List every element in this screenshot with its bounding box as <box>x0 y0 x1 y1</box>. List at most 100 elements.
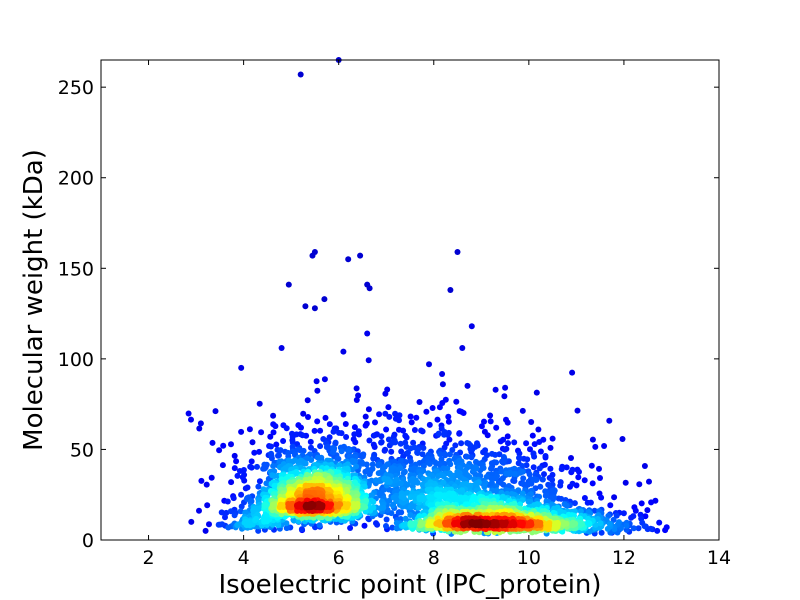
data-point <box>316 522 323 529</box>
data-point <box>196 507 202 514</box>
data-point <box>563 464 570 471</box>
data-point <box>278 345 285 351</box>
data-point <box>450 495 457 502</box>
data-point <box>308 501 315 508</box>
data-point <box>382 390 389 397</box>
data-point <box>438 456 445 463</box>
data-point <box>452 442 459 449</box>
data-point <box>511 465 518 472</box>
data-point <box>470 521 477 528</box>
data-point <box>198 477 205 484</box>
data-point <box>383 426 390 433</box>
data-point <box>314 454 321 461</box>
data-point <box>436 522 443 528</box>
data-point <box>644 507 651 514</box>
data-point <box>262 463 269 470</box>
data-point <box>489 450 495 457</box>
data-point <box>238 364 245 371</box>
data-point <box>321 376 328 383</box>
x-axis-label: Isoelectric point (IPC_protein) <box>218 570 601 600</box>
data-point <box>472 464 478 471</box>
data-point <box>366 437 373 444</box>
data-point <box>468 323 475 330</box>
data-point <box>440 473 447 480</box>
data-point <box>364 466 371 473</box>
data-point <box>196 425 203 432</box>
data-point <box>390 494 397 501</box>
data-point <box>400 499 407 506</box>
data-point <box>588 462 595 469</box>
data-point <box>648 499 655 506</box>
data-point <box>248 458 255 465</box>
data-point <box>238 428 245 435</box>
data-point <box>636 481 643 488</box>
data-point <box>407 445 414 452</box>
data-point <box>444 465 451 472</box>
data-point <box>484 432 491 439</box>
data-point <box>465 440 472 447</box>
data-point <box>320 436 327 442</box>
data-point <box>366 285 373 292</box>
data-point <box>418 521 425 528</box>
data-point <box>433 491 440 498</box>
data-point <box>519 490 526 497</box>
data-point <box>270 463 277 469</box>
data-point <box>401 468 408 475</box>
data-point <box>585 509 592 515</box>
data-point <box>263 502 269 509</box>
data-point <box>656 519 663 526</box>
data-point <box>528 419 535 425</box>
data-point <box>596 465 602 472</box>
data-point <box>391 458 398 465</box>
data-point <box>481 418 487 425</box>
data-point <box>336 429 342 436</box>
data-point <box>332 439 339 446</box>
data-point <box>576 468 582 475</box>
y-axis-label: Molecular weight (kDa) <box>19 149 49 451</box>
data-point <box>344 461 351 468</box>
data-point <box>345 256 352 263</box>
y-tick-label: 150 <box>58 258 94 280</box>
data-point <box>554 519 561 526</box>
data-point <box>619 436 626 442</box>
data-point <box>374 521 381 528</box>
data-point <box>607 502 614 509</box>
data-point <box>447 461 454 468</box>
data-point <box>523 440 530 447</box>
data-point <box>606 417 613 424</box>
data-point <box>268 450 275 457</box>
data-point <box>228 479 235 486</box>
data-point <box>606 521 613 527</box>
data-point <box>623 526 630 533</box>
data-point <box>185 410 192 417</box>
data-point <box>492 386 499 393</box>
data-point <box>641 463 648 469</box>
data-point <box>345 447 352 454</box>
data-point <box>381 463 388 470</box>
data-point <box>598 494 605 501</box>
x-tick-label: 12 <box>612 547 636 569</box>
data-point <box>326 421 333 428</box>
data-point <box>493 424 500 431</box>
data-point <box>418 427 425 434</box>
data-point <box>365 357 372 364</box>
data-point <box>247 463 254 470</box>
data-point <box>504 419 511 426</box>
data-point <box>547 444 554 451</box>
x-tick-label: 4 <box>238 547 250 569</box>
data-point <box>267 433 274 440</box>
data-point <box>542 453 549 459</box>
data-point <box>355 392 362 399</box>
data-point <box>493 519 500 526</box>
data-point <box>294 502 301 509</box>
data-point <box>270 421 277 428</box>
data-point <box>539 476 546 483</box>
data-point <box>340 348 347 355</box>
data-point <box>449 447 456 453</box>
data-point <box>589 436 596 443</box>
data-point <box>400 427 407 434</box>
data-point <box>531 453 538 460</box>
data-point <box>397 440 404 447</box>
data-point <box>382 410 389 417</box>
data-point <box>397 480 404 487</box>
